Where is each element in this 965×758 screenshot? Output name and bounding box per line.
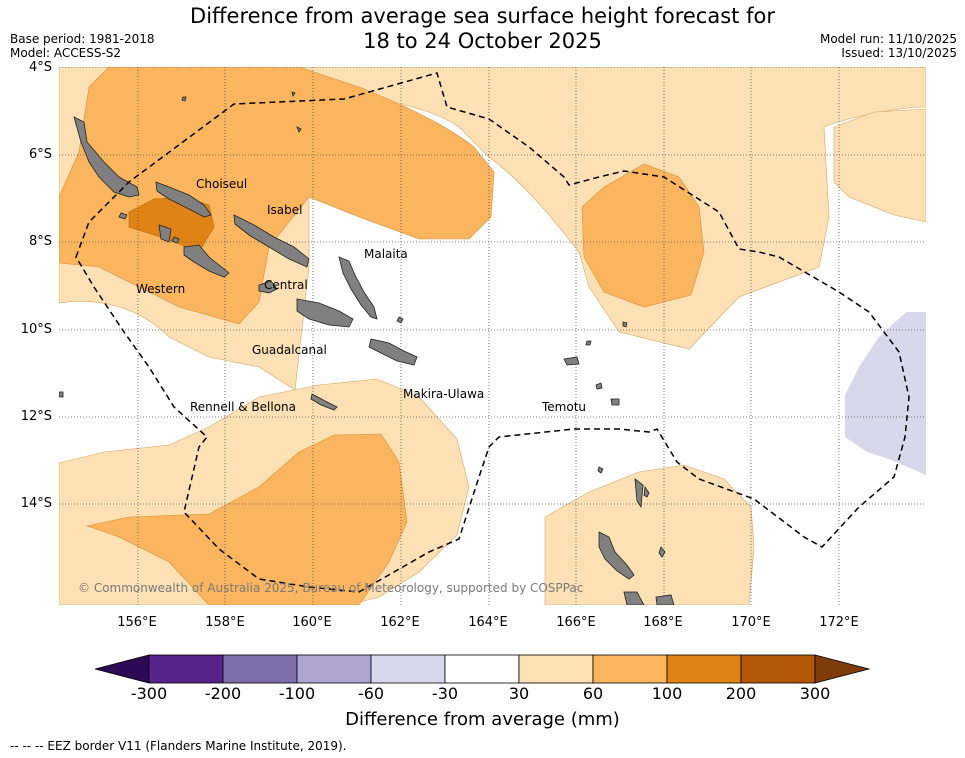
colorbar <box>95 654 871 684</box>
colorbar-extend-high <box>814 654 871 684</box>
island-small-east <box>585 321 666 558</box>
colorbar-tick-label: -300 <box>130 684 168 703</box>
base-period: Base period: 1981-2018 <box>10 32 155 46</box>
colorbar-tick-label: -60 <box>357 684 385 703</box>
island-ulawa <box>396 316 404 324</box>
colorbar-segment <box>370 654 446 684</box>
lat-label-12s: 12°S <box>20 409 52 424</box>
colorbar-tick-label: 30 <box>508 684 530 703</box>
colorbar-segment <box>740 654 816 684</box>
lon-label-170e: 170°E <box>731 615 771 630</box>
eez-border <box>75 72 910 593</box>
colorbar-segment <box>592 654 668 684</box>
model-name: Model: ACCESS-S2 <box>10 46 122 60</box>
colorbar-segment <box>444 654 520 684</box>
copyright-notice: © Commonwealth of Australia 2025, Bureau… <box>78 581 583 595</box>
island-temotu-main <box>563 356 620 406</box>
lat-label-6s: 6°S <box>28 147 52 162</box>
colorbar-tick-label: 60 <box>582 684 604 703</box>
model-run: Model run: 11/10/2025 <box>819 32 957 46</box>
label-rennell-bellona: Rennell & Bellona <box>190 400 296 414</box>
province-labels: Choiseul Isabel Malaita Western Central … <box>136 177 586 414</box>
label-choiseul: Choiseul <box>196 177 247 191</box>
colorbar-tick-label: -200 <box>204 684 242 703</box>
lon-label-158e: 158°E <box>205 615 245 630</box>
lon-label-164e: 164°E <box>468 615 508 630</box>
colorbar-segment <box>148 654 224 684</box>
island-vanuatu-west <box>623 591 675 605</box>
colorbar-tick-label: 100 <box>651 684 683 703</box>
colorbar-tick-label: 200 <box>725 684 757 703</box>
label-guadalcanal: Guadalcanal <box>252 343 327 357</box>
colorbar-tick-label: -30 <box>431 684 459 703</box>
island-choiseul <box>155 181 212 218</box>
colorbar-title: Difference from average (mm) <box>345 709 620 730</box>
colorbar-extend-low <box>95 654 150 684</box>
label-isabel: Isabel <box>267 203 302 217</box>
islands <box>59 91 675 605</box>
label-central: Central <box>264 278 308 292</box>
colorbar-segment <box>296 654 372 684</box>
lon-label-160e: 160°E <box>292 615 332 630</box>
contour-30-60-east <box>833 108 926 223</box>
lon-label-168e: 168°E <box>643 615 683 630</box>
metadata-right: Model run: 11/10/2025 Issued: 13/10/2025 <box>820 32 957 60</box>
metadata-left: Base period: 1981-2018 Model: ACCESS-S2 <box>10 32 155 60</box>
lat-label-4s: 4°S <box>28 60 52 75</box>
gridlines <box>59 67 926 605</box>
colorbar-segment <box>666 654 742 684</box>
island-rennell <box>310 393 338 411</box>
label-makira-ulawa: Makira-Ulawa <box>403 387 484 401</box>
contour-neg30-neg60-east <box>845 312 926 475</box>
chart-title: Difference from average sea surface heig… <box>0 4 965 54</box>
colorbar-segments <box>95 654 871 684</box>
island-central <box>258 280 278 294</box>
colorbar-segment <box>222 654 298 684</box>
colorbar-segment <box>518 654 594 684</box>
lon-label-156e: 156°E <box>117 615 157 630</box>
issued-date: Issued: 13/10/2025 <box>841 46 957 60</box>
island-makira <box>368 338 418 366</box>
sea-level-map: Choiseul Isabel Malaita Western Central … <box>59 67 926 605</box>
island-guadalcanal <box>296 298 354 328</box>
island-new-georgia <box>158 224 230 278</box>
island-vanuatu-north <box>598 531 635 580</box>
island-malaita <box>338 256 378 320</box>
contour-60-100-east <box>581 163 705 308</box>
lon-label-162e: 162°E <box>380 615 420 630</box>
lat-label-8s: 8°S <box>28 234 52 249</box>
title-line-1: Difference from average sea surface heig… <box>190 4 775 28</box>
lat-label-10s: 10°S <box>20 322 52 337</box>
island-far-west <box>59 391 64 398</box>
lon-label-166e: 166°E <box>556 615 596 630</box>
eez-legend-footer: -- -- -- EEZ border V11 (Flanders Marine… <box>10 739 347 753</box>
lat-label-14s: 14°S <box>20 496 52 511</box>
label-temotu: Temotu <box>541 400 586 414</box>
label-malaita: Malaita <box>364 247 408 261</box>
contour-60-100-southwest <box>85 433 408 605</box>
contour-60-100-north <box>59 67 495 325</box>
island-bougainville <box>73 116 140 198</box>
title-line-2: 18 to 24 October 2025 <box>363 29 602 53</box>
colorbar-tick-label: -100 <box>278 684 316 703</box>
colorbar-tick-label: 300 <box>799 684 831 703</box>
label-western: Western <box>136 282 185 296</box>
lon-label-172e: 172°E <box>819 615 859 630</box>
island-west-small <box>118 212 180 244</box>
island-isabel <box>233 214 310 268</box>
island-tiny-north <box>181 91 302 133</box>
